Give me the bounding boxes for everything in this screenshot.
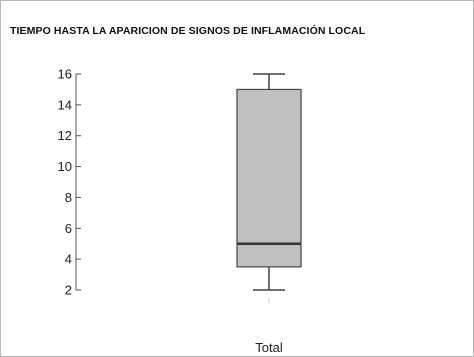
y-tick-label-8: 8 <box>65 190 72 205</box>
y-tick-label-12: 12 <box>58 128 72 143</box>
y-tick-label-10: 10 <box>58 159 72 174</box>
y-tick-label-16: 16 <box>58 67 72 82</box>
iqr-box <box>236 88 302 268</box>
chart-title: TIEMPO HASTA LA APARICION DE SIGNOS DE I… <box>10 25 366 37</box>
y-tick-label-6: 6 <box>65 221 72 236</box>
y-tick-label-14: 14 <box>58 97 72 112</box>
x-category-label: Total <box>255 340 283 355</box>
y-tick-label-2: 2 <box>65 283 72 298</box>
y-tick-label-4: 4 <box>65 252 72 267</box>
